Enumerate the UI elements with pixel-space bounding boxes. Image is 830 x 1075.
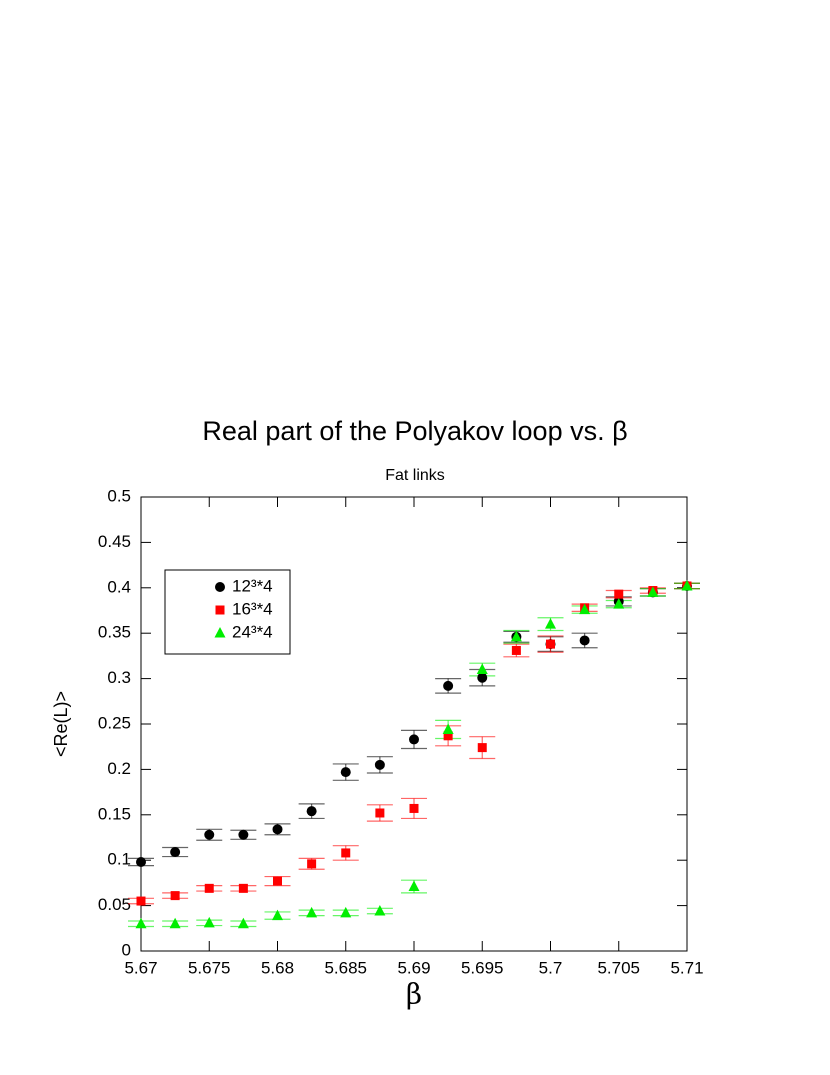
point — [204, 883, 214, 893]
legend-marker — [215, 582, 225, 592]
point — [511, 645, 521, 655]
x-tick-label: 5.695 — [461, 958, 504, 977]
point — [170, 891, 180, 901]
point — [273, 876, 282, 886]
legend-box — [164, 569, 291, 655]
point — [443, 680, 454, 691]
chart-title: Real part of the Polyakov loop vs. β — [202, 416, 627, 446]
point — [237, 917, 249, 929]
point — [442, 723, 454, 734]
legend-label: 16³*4 — [232, 599, 273, 618]
legend-marker — [214, 627, 226, 638]
point — [136, 857, 146, 868]
x-tick-label: 5.705 — [597, 958, 640, 977]
x-tick-label: 5.685 — [324, 958, 367, 977]
point — [375, 808, 385, 818]
point — [169, 917, 181, 929]
point — [443, 731, 453, 741]
point — [341, 848, 351, 858]
point — [170, 847, 181, 858]
y-tick-label: 0.5 — [107, 486, 131, 505]
y-axis-label: <Re(L)> — [51, 691, 71, 757]
y-tick-label: 0.4 — [107, 577, 131, 596]
point — [136, 896, 146, 906]
x-tick-label: 5.7 — [539, 958, 563, 977]
legend-label: 24³*4 — [232, 622, 273, 641]
point — [203, 916, 215, 928]
point — [614, 589, 624, 599]
point — [477, 672, 488, 683]
x-axis-label: β — [406, 978, 422, 1011]
point — [647, 586, 659, 597]
point — [306, 906, 318, 918]
y-tick-label: 0.25 — [98, 713, 131, 732]
x-tick-label: 5.68 — [261, 958, 294, 977]
point — [545, 618, 556, 629]
point — [409, 734, 419, 745]
chart-subtitle: Fat links — [385, 467, 445, 484]
point — [681, 579, 693, 591]
y-tick-label: 0.05 — [98, 895, 131, 914]
point — [340, 767, 351, 778]
x-tick-label: 5.69 — [397, 958, 430, 977]
point — [477, 743, 487, 753]
point — [579, 603, 591, 615]
y-tick-label: 0.1 — [107, 850, 131, 869]
point — [374, 905, 386, 916]
point — [374, 759, 385, 770]
y-tick-label: 0.2 — [107, 759, 131, 778]
x-tick-label: 5.71 — [670, 958, 703, 977]
point — [476, 663, 488, 675]
point — [546, 639, 555, 649]
point — [613, 598, 625, 609]
point — [340, 906, 352, 918]
point — [307, 859, 317, 869]
legend-marker — [215, 605, 225, 615]
y-tick-label: 0.45 — [98, 532, 131, 551]
point — [272, 824, 283, 835]
x-tick-label: 5.67 — [124, 958, 157, 977]
y-tick-label: 0.3 — [107, 668, 131, 687]
point — [409, 803, 419, 813]
point — [408, 880, 420, 892]
point — [135, 917, 147, 929]
point — [238, 829, 249, 840]
y-tick-label: 0 — [122, 940, 131, 959]
y-tick-label: 0.15 — [98, 804, 131, 823]
x-tick-label: 5.675 — [188, 958, 231, 977]
point — [238, 883, 248, 893]
y-tick-label: 0.35 — [98, 623, 131, 642]
legend-label: 12³*4 — [232, 576, 273, 595]
point — [510, 630, 522, 642]
point — [579, 635, 590, 646]
point — [306, 806, 317, 817]
point — [272, 909, 283, 921]
point — [204, 829, 215, 840]
